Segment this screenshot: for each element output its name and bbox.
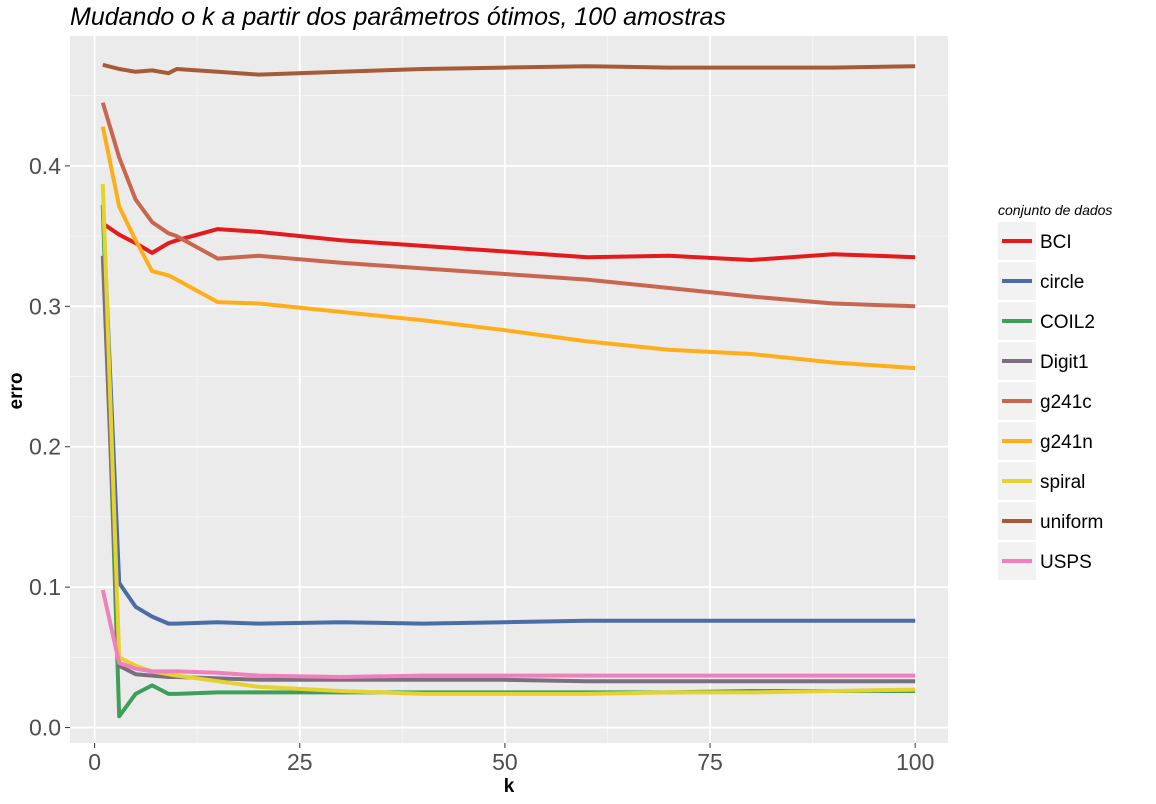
legend-label: g241n	[1040, 432, 1093, 453]
legend-label: USPS	[1040, 552, 1092, 573]
legend-label: BCI	[1040, 232, 1072, 253]
legend-label: uniform	[1040, 512, 1103, 533]
x-tick-label: 25	[287, 749, 313, 775]
x-axis-title: k	[504, 776, 515, 797]
axis-ticks: 0 25 50 75 100 0.0 0.1 0.2 0.3 0.4	[29, 153, 934, 775]
series-layer	[100, 62, 916, 719]
legend: conjunto de dados BCI circle COIL2 Digit1 g2…	[998, 202, 1112, 580]
series-line-bci	[101, 221, 916, 262]
x-tick-label: 0	[88, 749, 101, 775]
x-tick-label: 100	[896, 749, 934, 775]
legend-title: conjunto de dados	[998, 202, 1112, 218]
series-line-uniform	[102, 62, 916, 77]
legend-label: circle	[1040, 272, 1084, 293]
legend-label: g241c	[1040, 392, 1092, 413]
series-line-g241c	[100, 102, 916, 309]
y-tick-label: 0.3	[29, 293, 61, 319]
legend-label: COIL2	[1040, 312, 1095, 333]
series-line-g241n	[100, 126, 916, 371]
series-line-usps	[100, 589, 916, 679]
y-tick-label: 0.2	[29, 434, 61, 460]
grid-minor	[70, 36, 948, 743]
x-tick-label: 50	[492, 749, 518, 775]
grid-major	[70, 36, 948, 743]
series-line-digit1	[100, 255, 916, 684]
legend-label: Digit1	[1040, 352, 1089, 373]
series-line-circle	[100, 205, 916, 626]
plot-panel	[70, 36, 948, 743]
chart-title: Mudando o k a partir dos parâmetros ótim…	[70, 3, 726, 31]
y-tick-label: 0.1	[29, 574, 61, 600]
y-tick-label: 0.4	[29, 153, 61, 179]
legend-label: spiral	[1040, 472, 1085, 493]
x-tick-label: 75	[697, 749, 723, 775]
y-tick-label: 0.0	[29, 715, 61, 741]
y-axis-title: erro	[6, 373, 27, 410]
